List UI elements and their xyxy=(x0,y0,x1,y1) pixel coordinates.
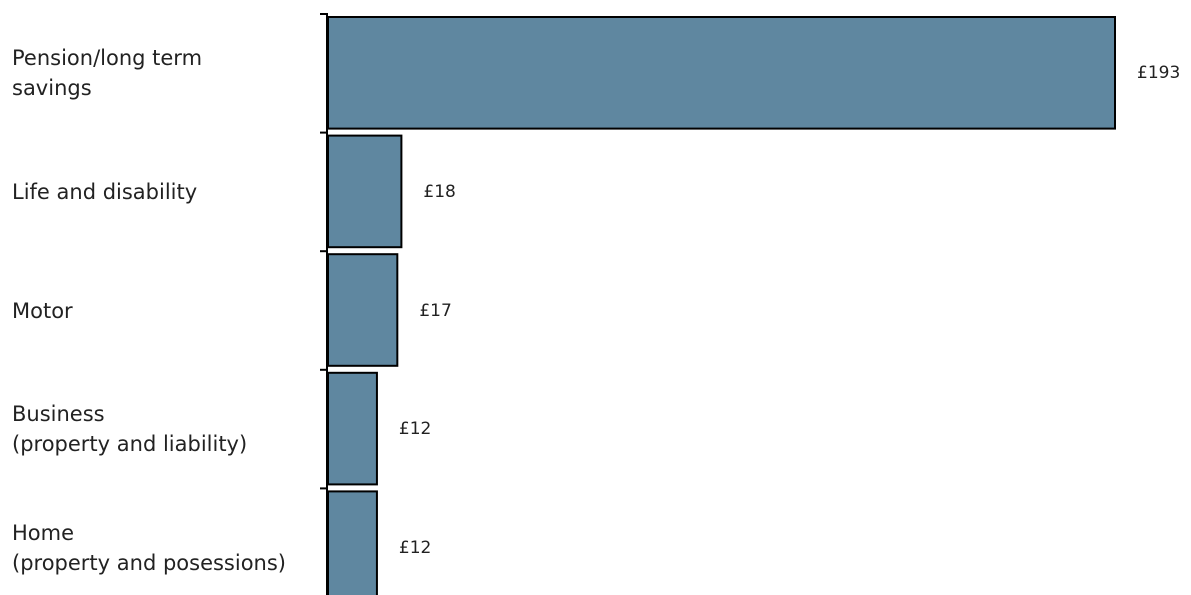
value-label: £12 xyxy=(398,419,432,440)
value-label: £18 xyxy=(423,181,456,202)
bar xyxy=(327,490,378,595)
category-label: Business (property and liability) xyxy=(12,402,248,457)
category-label: Home (property and posessions) xyxy=(12,520,286,575)
value-label: £12 xyxy=(398,537,432,558)
value-label: £193 xyxy=(1137,63,1181,84)
value-label: £17 xyxy=(419,300,452,321)
category-label: Pension/long term savings xyxy=(12,46,203,101)
category-label: Life and disability xyxy=(12,179,198,204)
bar xyxy=(327,16,1116,130)
bar xyxy=(327,253,399,367)
bar xyxy=(327,134,403,249)
category-label: Motor xyxy=(12,298,73,323)
bar xyxy=(327,371,378,486)
